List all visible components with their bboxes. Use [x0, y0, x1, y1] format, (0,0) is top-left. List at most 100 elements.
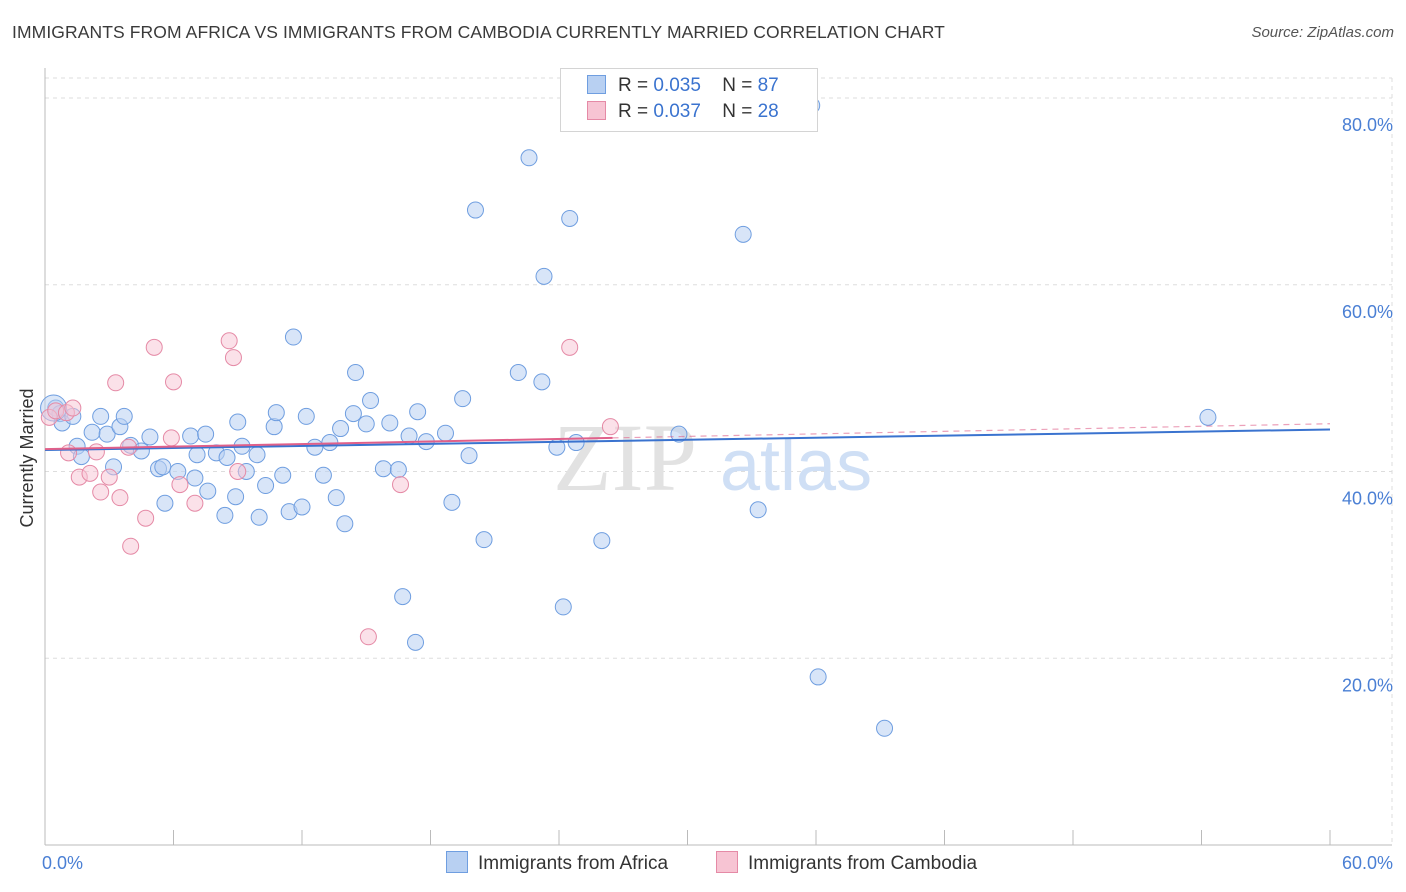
point-africa — [381, 414, 399, 432]
trend-lines — [44, 423, 1331, 452]
point-africa — [197, 425, 215, 443]
point-africa — [267, 404, 285, 422]
point-africa — [182, 427, 200, 445]
point-africa — [186, 469, 204, 487]
point-africa — [336, 515, 354, 533]
point-africa — [250, 508, 268, 526]
point-cambodia — [92, 483, 110, 501]
point-cambodia — [229, 463, 247, 481]
grid-lines — [45, 77, 1393, 845]
point-cambodia — [561, 338, 579, 356]
point-africa — [362, 392, 380, 410]
point-africa — [670, 425, 688, 443]
point-cambodia — [392, 476, 410, 494]
point-cambodia — [165, 373, 182, 391]
y-tick-label: 60.0% — [1342, 302, 1393, 322]
point-africa — [443, 493, 461, 511]
point-africa — [154, 458, 172, 476]
point-africa — [407, 633, 425, 651]
point-africa — [314, 466, 332, 484]
point-africa — [520, 149, 538, 167]
x-tick-label: 0.0% — [42, 853, 83, 873]
trend-line-cambodia — [44, 436, 613, 451]
point-africa — [394, 588, 412, 606]
bottom-legend-africa: Immigrants from Africa — [446, 851, 668, 875]
point-cambodia — [162, 429, 180, 447]
y-axis-title: Currently Married — [17, 388, 37, 527]
point-africa — [593, 532, 611, 550]
point-cambodia — [122, 537, 140, 555]
trend-line-africa — [44, 428, 1331, 452]
point-africa — [306, 438, 324, 456]
point-africa — [749, 501, 767, 519]
point-cambodia — [81, 464, 99, 482]
point-cambodia — [145, 338, 163, 356]
point-africa — [284, 328, 302, 346]
point-africa — [561, 209, 579, 227]
point-africa — [188, 446, 206, 464]
point-africa — [436, 424, 454, 442]
legend-n-value: 87 — [757, 75, 779, 96]
watermark: ZIP atlas — [553, 404, 872, 511]
point-cambodia — [87, 443, 105, 461]
legend-n-label: N = — [722, 75, 753, 96]
point-africa — [248, 446, 266, 464]
point-africa — [293, 498, 311, 516]
point-africa — [734, 225, 752, 243]
point-africa — [509, 364, 527, 382]
point-africa — [327, 489, 345, 507]
legend-r-label: R = — [618, 101, 649, 122]
watermark-zip: ZIP — [553, 404, 697, 511]
chart-title: IMMIGRANTS FROM AFRICA VS IMMIGRANTS FRO… — [12, 22, 945, 42]
point-africa — [265, 418, 283, 436]
point-africa — [409, 403, 427, 421]
point-africa — [218, 449, 236, 466]
point-africa — [332, 420, 350, 438]
point-cambodia — [111, 489, 129, 507]
trend-line-cambodia-extension — [612, 423, 1331, 439]
legend-row-cambodia: R = 0.037 N = 28 — [587, 101, 779, 125]
point-africa — [466, 201, 484, 219]
point-africa — [257, 477, 275, 495]
point-cambodia — [224, 349, 242, 367]
bottom-legend-cambodia: Immigrants from Cambodia — [716, 851, 977, 875]
point-cambodia — [107, 374, 125, 392]
point-africa — [809, 668, 827, 686]
y-tick-label: 80.0% — [1342, 115, 1393, 135]
legend-r-value: 0.037 — [653, 101, 701, 122]
point-africa — [297, 407, 315, 425]
point-africa — [115, 407, 133, 425]
axes — [44, 68, 1392, 846]
legend-r-value: 0.035 — [653, 75, 701, 96]
legend-swatch-cambodia — [587, 101, 606, 120]
point-africa — [344, 405, 362, 423]
point-africa — [389, 461, 407, 479]
y-tick-label: 20.0% — [1342, 675, 1393, 695]
point-africa — [357, 415, 375, 433]
legend-swatch-africa — [587, 75, 606, 94]
point-africa — [475, 531, 493, 549]
point-africa — [83, 423, 101, 441]
point-cambodia — [60, 444, 78, 462]
legend-n-value: 28 — [757, 101, 779, 122]
point-africa — [141, 428, 159, 446]
point-africa — [876, 719, 894, 737]
series-cambodia-points — [40, 332, 619, 646]
point-africa — [454, 390, 472, 408]
point-africa — [1199, 408, 1217, 426]
legend-n-label: N = — [722, 101, 753, 122]
legend-row-africa: R = 0.035 N = 87 — [587, 75, 779, 99]
bottom-legend-swatch-africa — [446, 851, 468, 873]
x-tick-label: 60.0% — [1342, 853, 1393, 873]
point-africa — [229, 413, 247, 431]
tick-labels: 20.0% 40.0% 60.0% 80.0% 0.0% 60.0% — [42, 115, 1393, 873]
point-africa — [98, 425, 116, 443]
point-africa — [347, 364, 365, 382]
point-africa — [274, 466, 292, 484]
point-africa — [156, 494, 174, 512]
legend-r-label: R = — [618, 75, 649, 96]
point-cambodia — [171, 476, 189, 494]
point-africa — [460, 447, 478, 465]
bottom-legend-label-cambodia: Immigrants from Cambodia — [748, 853, 978, 874]
